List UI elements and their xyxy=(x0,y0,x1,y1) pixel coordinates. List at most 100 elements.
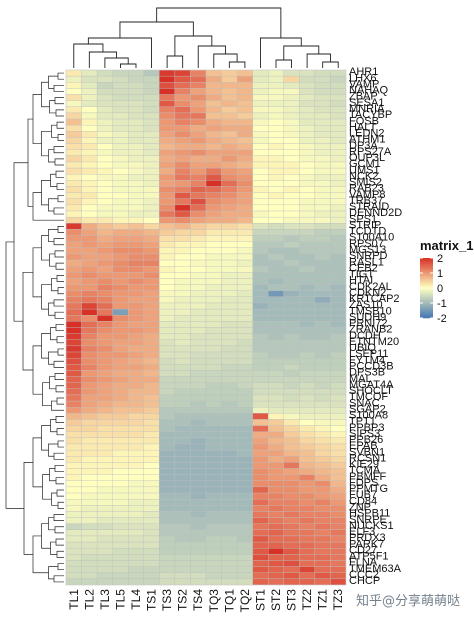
heatmap-cell xyxy=(174,388,191,396)
heatmap-cell xyxy=(221,376,238,383)
dendrogram-branch xyxy=(55,385,64,393)
heatmap-cell xyxy=(159,529,176,537)
heatmap-cell xyxy=(65,198,82,206)
heatmap-cell xyxy=(314,357,331,365)
row-label: ZBAP xyxy=(349,91,378,103)
heatmap-cell xyxy=(81,321,98,328)
heatmap-cell xyxy=(236,94,253,101)
heatmap-cell xyxy=(268,272,284,279)
heatmap-cell xyxy=(112,492,129,500)
heatmap-cell xyxy=(112,198,129,206)
heatmap-cell xyxy=(112,456,129,463)
heatmap-cell xyxy=(205,210,222,218)
heatmap-cell xyxy=(96,278,113,285)
heatmap-cell xyxy=(330,413,347,420)
heatmap-cell xyxy=(299,284,316,291)
heatmap-cell xyxy=(314,302,331,310)
heatmap-cell xyxy=(221,235,238,242)
heatmap-cell xyxy=(143,376,160,383)
heatmap-cell xyxy=(330,167,347,175)
heatmap-cell xyxy=(159,480,176,488)
heatmap-cell xyxy=(190,321,207,328)
heatmap-cell xyxy=(268,284,284,291)
heatmap-cell xyxy=(81,155,98,163)
heatmap-cell xyxy=(112,88,129,95)
heatmap-cell xyxy=(268,259,284,267)
heatmap-cell xyxy=(268,88,284,95)
heatmap-cell xyxy=(112,517,129,524)
legend-gradient-step xyxy=(420,310,433,313)
heatmap-cell xyxy=(283,394,300,402)
heatmap-cell xyxy=(112,112,129,120)
heatmap-cell xyxy=(221,137,238,144)
heatmap-cell xyxy=(252,492,269,500)
row-label: PPMTG xyxy=(349,483,388,495)
heatmap-cell xyxy=(330,284,347,291)
row-label: HTAI xyxy=(349,275,373,287)
heatmap-cell xyxy=(143,566,160,573)
row-label: AHR1 xyxy=(349,66,378,78)
heatmap-cell xyxy=(65,357,82,365)
heatmap-cell xyxy=(128,413,144,420)
heatmap-cell xyxy=(96,443,113,451)
heatmap-cell xyxy=(299,223,316,230)
heatmap-cell xyxy=(159,75,176,83)
heatmap-cell xyxy=(159,578,176,586)
heatmap-cell xyxy=(81,259,98,267)
heatmap-cell xyxy=(174,498,191,506)
heatmap-cell xyxy=(221,456,238,463)
heatmap-cell xyxy=(81,339,98,347)
heatmap-cell xyxy=(314,486,331,494)
heatmap-cell xyxy=(252,468,269,475)
row-label: STRIP xyxy=(349,219,381,231)
heatmap-cell xyxy=(65,100,82,107)
heatmap-cell xyxy=(112,180,129,187)
heatmap-cell xyxy=(159,112,176,120)
heatmap-cell xyxy=(81,192,98,199)
heatmap-cell xyxy=(268,554,284,561)
row-label: EPAB xyxy=(349,440,378,452)
heatmap-cell xyxy=(81,333,98,340)
dendrogram-branch xyxy=(41,180,51,206)
heatmap-cell xyxy=(221,505,238,512)
heatmap-cell xyxy=(299,425,316,432)
heatmap-cell xyxy=(268,560,284,567)
heatmap-cell xyxy=(143,351,160,359)
dendrogram-branch xyxy=(51,400,64,411)
row-label: NAHAQ xyxy=(349,85,389,97)
heatmap-cell xyxy=(330,554,347,561)
row-label: CDKN2 xyxy=(349,287,386,299)
heatmap-cell xyxy=(205,143,222,150)
heatmap-cell xyxy=(299,259,316,267)
heatmap-cell xyxy=(96,69,113,77)
legend-gradient-step xyxy=(420,274,433,277)
heatmap-cell xyxy=(252,198,269,206)
dendrogram-branch xyxy=(41,284,52,310)
heatmap-cell xyxy=(252,517,269,524)
dendrogram-branch xyxy=(56,428,64,436)
heatmap-cell xyxy=(190,333,207,340)
heatmap-cell xyxy=(268,462,284,469)
heatmap-cell xyxy=(96,351,113,359)
heatmap-cell xyxy=(236,529,253,537)
heatmap-cell xyxy=(190,161,207,169)
heatmap-cell xyxy=(330,462,347,469)
heatmap-cell xyxy=(81,370,98,377)
column-label: TL1 xyxy=(67,589,81,610)
dendrogram-branch xyxy=(41,425,51,451)
heatmap-cell xyxy=(330,443,347,451)
heatmap-cell xyxy=(143,137,160,144)
heatmap-cell xyxy=(65,554,82,561)
heatmap-cell xyxy=(174,517,191,524)
dendrogram-branch xyxy=(55,416,64,423)
heatmap-cell xyxy=(314,180,331,187)
heatmap-cell xyxy=(81,480,98,488)
heatmap-cell xyxy=(128,351,144,359)
heatmap-cell xyxy=(128,180,144,187)
heatmap-cell xyxy=(330,486,347,494)
heatmap-cell xyxy=(112,315,129,322)
heatmap-cell xyxy=(81,216,98,224)
heatmap-cell xyxy=(314,272,331,279)
heatmap-cell xyxy=(283,566,300,573)
heatmap-cell xyxy=(112,75,129,83)
